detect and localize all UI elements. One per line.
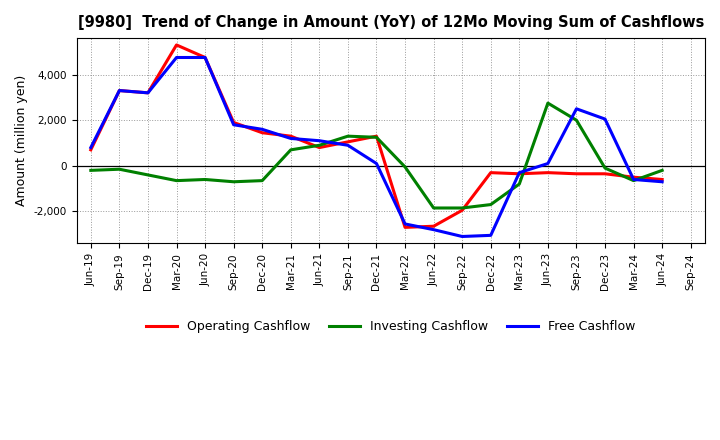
Free Cashflow	[458, 234, 467, 239]
Operating Cashflow	[401, 225, 410, 230]
Investing Cashflow	[287, 147, 295, 153]
Investing Cashflow	[458, 205, 467, 211]
Investing Cashflow	[658, 168, 667, 173]
Free Cashflow	[372, 161, 381, 166]
Investing Cashflow	[315, 143, 324, 148]
Investing Cashflow	[572, 117, 581, 123]
Operating Cashflow	[143, 90, 152, 95]
Line: Operating Cashflow: Operating Cashflow	[91, 45, 662, 227]
Operating Cashflow	[86, 147, 95, 153]
Investing Cashflow	[401, 164, 410, 169]
Operating Cashflow	[487, 170, 495, 175]
Investing Cashflow	[544, 100, 552, 106]
Operating Cashflow	[258, 130, 266, 136]
Investing Cashflow	[515, 181, 523, 187]
Line: Free Cashflow: Free Cashflow	[91, 58, 662, 236]
Investing Cashflow	[429, 205, 438, 211]
Operating Cashflow	[429, 224, 438, 229]
Investing Cashflow	[230, 179, 238, 184]
Free Cashflow	[201, 55, 210, 60]
Investing Cashflow	[258, 178, 266, 183]
Operating Cashflow	[544, 170, 552, 175]
Free Cashflow	[115, 88, 124, 93]
Operating Cashflow	[287, 133, 295, 139]
Operating Cashflow	[343, 139, 352, 144]
Free Cashflow	[629, 177, 638, 182]
Investing Cashflow	[600, 165, 609, 171]
Free Cashflow	[544, 161, 552, 166]
Operating Cashflow	[572, 171, 581, 176]
Free Cashflow	[515, 170, 523, 175]
Investing Cashflow	[86, 168, 95, 173]
Free Cashflow	[429, 227, 438, 232]
Investing Cashflow	[629, 178, 638, 183]
Free Cashflow	[401, 221, 410, 227]
Free Cashflow	[487, 233, 495, 238]
Free Cashflow	[172, 55, 181, 60]
Legend: Operating Cashflow, Investing Cashflow, Free Cashflow: Operating Cashflow, Investing Cashflow, …	[140, 315, 641, 338]
Operating Cashflow	[458, 208, 467, 213]
Investing Cashflow	[143, 172, 152, 178]
Operating Cashflow	[315, 145, 324, 150]
Operating Cashflow	[372, 133, 381, 139]
Free Cashflow	[343, 143, 352, 148]
Investing Cashflow	[343, 133, 352, 139]
Investing Cashflow	[172, 178, 181, 183]
Y-axis label: Amount (million yen): Amount (million yen)	[15, 75, 28, 206]
Free Cashflow	[315, 138, 324, 143]
Operating Cashflow	[115, 88, 124, 93]
Free Cashflow	[258, 127, 266, 132]
Title: [9980]  Trend of Change in Amount (YoY) of 12Mo Moving Sum of Cashflows: [9980] Trend of Change in Amount (YoY) o…	[78, 15, 704, 30]
Operating Cashflow	[172, 42, 181, 48]
Free Cashflow	[287, 136, 295, 141]
Operating Cashflow	[600, 171, 609, 176]
Investing Cashflow	[487, 202, 495, 207]
Free Cashflow	[600, 117, 609, 122]
Free Cashflow	[572, 106, 581, 111]
Line: Investing Cashflow: Investing Cashflow	[91, 103, 662, 208]
Investing Cashflow	[201, 177, 210, 182]
Free Cashflow	[230, 122, 238, 128]
Free Cashflow	[658, 179, 667, 184]
Investing Cashflow	[372, 135, 381, 140]
Operating Cashflow	[230, 120, 238, 125]
Operating Cashflow	[515, 171, 523, 176]
Operating Cashflow	[658, 177, 667, 182]
Operating Cashflow	[629, 175, 638, 180]
Investing Cashflow	[115, 167, 124, 172]
Operating Cashflow	[201, 55, 210, 60]
Free Cashflow	[143, 90, 152, 95]
Free Cashflow	[86, 145, 95, 150]
